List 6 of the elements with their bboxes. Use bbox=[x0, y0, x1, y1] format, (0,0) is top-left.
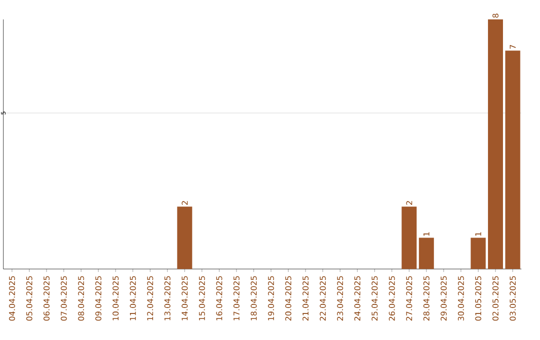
bar bbox=[488, 19, 503, 269]
bar bbox=[177, 206, 192, 269]
bar bbox=[505, 50, 520, 269]
bar bbox=[402, 206, 417, 269]
bar bbox=[470, 238, 486, 269]
bar bbox=[418, 238, 434, 269]
